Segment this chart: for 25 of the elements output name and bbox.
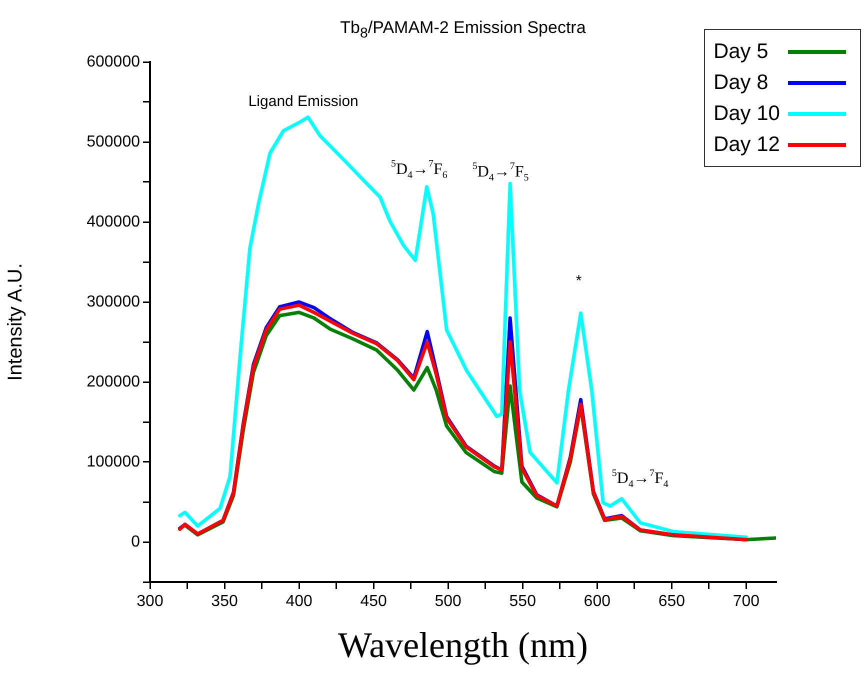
- x-tick-label: 600: [584, 593, 611, 610]
- y-tick-label: 200000: [86, 373, 140, 390]
- legend-label: Day 10: [713, 102, 780, 126]
- x-tick-label: 450: [360, 593, 388, 610]
- annotation: Ligand Emission: [248, 93, 358, 110]
- chart-title: Tb$_{8}$/PAMAM-2 Emission Spectra: [339, 18, 587, 42]
- x-tick-label: 300: [136, 593, 164, 610]
- x-tick-label: 350: [211, 593, 238, 610]
- x-axis-title: Wavelength (nm): [338, 624, 588, 665]
- annotation: *: [576, 272, 582, 290]
- x-tick-label: 700: [732, 593, 760, 610]
- y-tick-label: 300000: [86, 293, 140, 310]
- legend-label: Day 12: [713, 132, 780, 156]
- legend-label: Day 5: [713, 40, 768, 64]
- legend-label: Day 8: [713, 70, 768, 94]
- x-tick-label: 650: [658, 593, 686, 610]
- y-axis-title: Intensity A.U.: [4, 263, 27, 381]
- y-tick-label: 500000: [86, 133, 140, 150]
- x-tick-label: 400: [286, 593, 312, 610]
- x-tick-label: 500: [434, 593, 462, 610]
- x-tick-label: 550: [509, 593, 536, 610]
- y-tick-label: 100000: [86, 453, 140, 470]
- y-tick-label: 400000: [86, 213, 140, 230]
- y-tick-label: 600000: [86, 53, 140, 70]
- y-tick-label: 0: [131, 533, 140, 550]
